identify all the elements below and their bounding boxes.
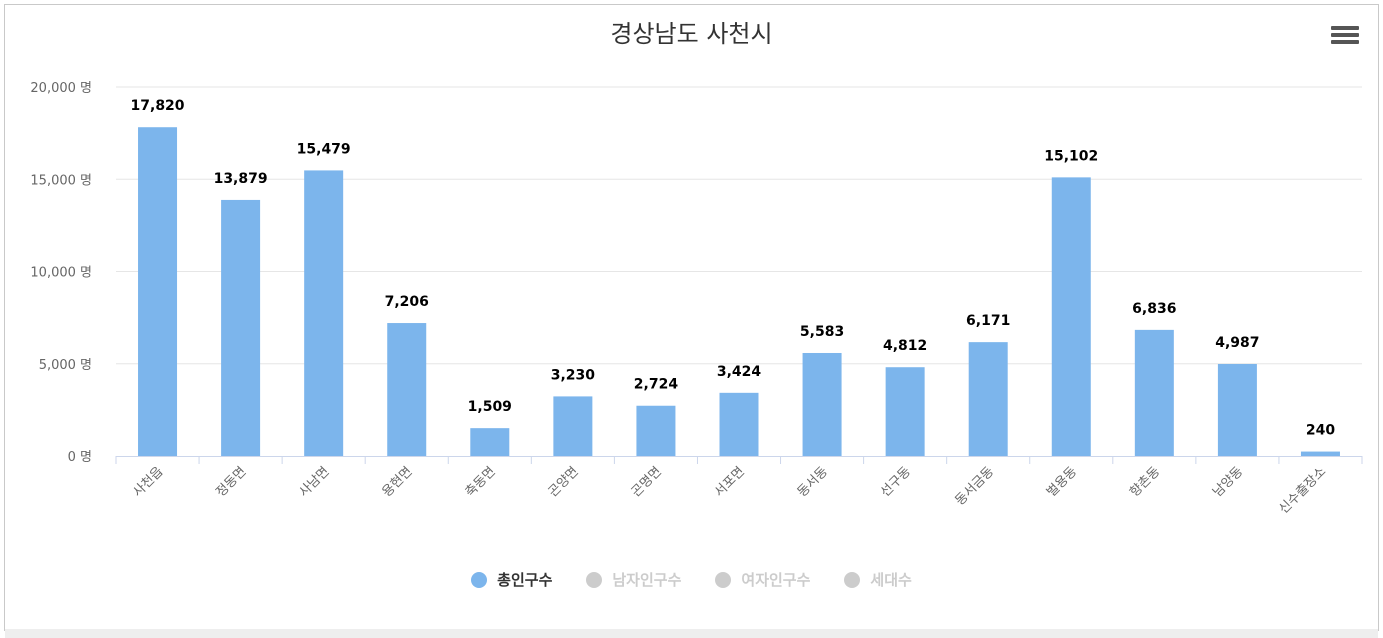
bar — [387, 323, 427, 456]
bar — [1051, 177, 1091, 456]
x-tick-label: 신수출장소 — [1276, 464, 1329, 517]
x-tick-label: 사남면 — [297, 464, 333, 500]
bar — [138, 127, 178, 456]
bar — [802, 352, 842, 456]
data-label: 1,509 — [468, 399, 512, 415]
legend-marker-icon — [715, 571, 732, 588]
y-tick-label: 10,000 명 — [30, 266, 92, 281]
x-tick-label: 정동면 — [213, 464, 249, 500]
bar — [636, 405, 676, 456]
bar — [968, 342, 1008, 456]
bar — [719, 392, 759, 456]
data-label: 13,879 — [214, 171, 268, 187]
bar — [470, 428, 510, 456]
legend-marker-icon — [471, 571, 488, 588]
bar — [885, 367, 925, 456]
y-tick-label: 15,000 명 — [30, 173, 92, 188]
data-label: 6,171 — [966, 313, 1010, 329]
bar — [221, 199, 261, 457]
x-tick-label: 곤명면 — [629, 464, 665, 500]
x-tick-label: 동서금동 — [953, 464, 997, 508]
data-label: 17,820 — [131, 98, 185, 114]
data-label: 3,230 — [551, 367, 596, 383]
bar — [1217, 363, 1257, 456]
legend-label: 여자인구수 — [741, 571, 811, 589]
legend-label: 세대수 — [870, 571, 912, 589]
x-tick-label: 동서동 — [795, 464, 831, 500]
data-label: 4,812 — [883, 338, 927, 354]
x-tick-label: 사천읍 — [130, 464, 166, 500]
x-tick-label: 향촌동 — [1127, 464, 1163, 500]
data-label: 7,206 — [385, 294, 429, 310]
data-label: 3,424 — [717, 364, 762, 380]
x-tick-label: 서포면 — [712, 464, 748, 500]
bar — [1134, 329, 1174, 456]
chart-title: 경상남도 사천시 — [610, 20, 773, 48]
legend-label: 총인구수 — [497, 571, 553, 589]
hamburger-menu-icon[interactable] — [1331, 26, 1359, 50]
legend-item[interactable]: 여자인구수 — [715, 569, 810, 590]
x-tick-label: 벌용동 — [1044, 464, 1080, 500]
legend-marker-icon — [586, 571, 603, 588]
data-label: 15,102 — [1044, 148, 1098, 164]
x-tick-label: 곤양면 — [546, 464, 582, 500]
legend-item[interactable]: 남자인구수 — [586, 569, 681, 590]
data-label: 4,987 — [1215, 335, 1259, 351]
data-label: 15,479 — [297, 141, 351, 157]
y-tick-label: 20,000 명 — [30, 81, 92, 96]
y-tick-label: 0 명 — [68, 450, 92, 465]
legend-item[interactable]: 총인구수 — [471, 569, 552, 590]
bar — [1300, 451, 1340, 456]
data-label: 6,836 — [1132, 301, 1176, 317]
x-tick-label: 선구동 — [878, 464, 914, 500]
x-tick-label: 축동면 — [463, 464, 499, 500]
chart-legend: 총인구수 남자인구수 여자인구수 세대수 — [0, 569, 1383, 590]
legend-item[interactable]: 세대수 — [844, 569, 912, 590]
y-tick-label: 5,000 명 — [39, 358, 92, 373]
data-label: 5,583 — [800, 324, 844, 340]
legend-marker-icon — [844, 571, 861, 588]
bottom-strip — [5, 629, 1378, 638]
x-tick-label: 남양동 — [1210, 464, 1246, 500]
bar — [553, 396, 593, 456]
data-label: 2,724 — [634, 377, 679, 393]
data-label: 240 — [1306, 423, 1335, 439]
bar — [304, 170, 344, 456]
legend-label: 남자인구수 — [612, 571, 682, 589]
x-tick-label: 용현면 — [380, 464, 416, 500]
